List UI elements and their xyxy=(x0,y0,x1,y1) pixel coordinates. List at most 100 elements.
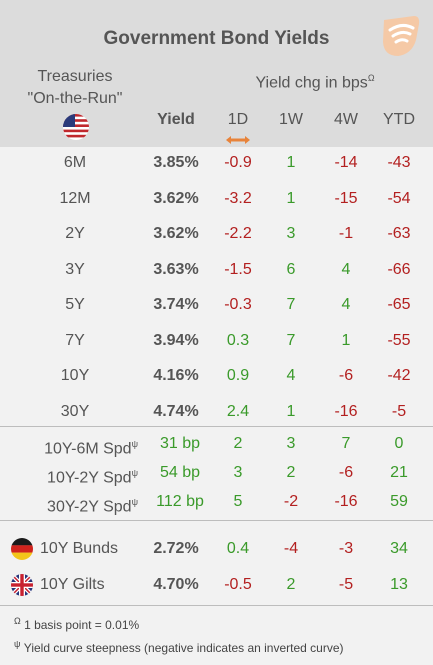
spread-value: 112 bp xyxy=(156,493,204,510)
spread-row: 10Y-6M Spdψ 31 bp 2 3 7 0 xyxy=(0,427,433,461)
yield-value: 3.63% xyxy=(153,260,199,278)
yield-change-text: Yield chg in bps xyxy=(255,74,368,92)
yield-value: 4.16% xyxy=(153,367,199,384)
change-1w: 6 xyxy=(286,260,296,278)
tenor-label: 7Y xyxy=(65,331,85,349)
spread-label-text: 30Y-2Y Spd xyxy=(47,498,132,516)
yield-value: 4.74% xyxy=(153,402,199,420)
change-1d: 2 xyxy=(233,435,243,452)
col-1w: 1W xyxy=(279,111,303,128)
change-4w: -15 xyxy=(334,189,358,207)
divider xyxy=(0,520,433,521)
change-1w: -4 xyxy=(283,540,299,557)
change-1d: -0.9 xyxy=(224,154,252,171)
change-4w: 4 xyxy=(341,260,351,278)
change-1d: 5 xyxy=(233,493,243,510)
change-1d: -2.2 xyxy=(224,225,252,242)
change-1w: 1 xyxy=(286,402,296,420)
psi-footnote-mark: ψ xyxy=(14,639,21,649)
change-1w: -2 xyxy=(283,493,299,510)
change-4w: -6 xyxy=(338,367,354,384)
yield-value: 3.62% xyxy=(153,189,199,207)
change-ytd: -63 xyxy=(387,225,411,242)
international-row: 10Y Gilts 4.70% -0.5 2 -5 13 xyxy=(0,568,433,602)
divider xyxy=(0,426,433,427)
change-4w: -14 xyxy=(334,154,358,171)
change-4w: -3 xyxy=(338,540,354,557)
change-1w: 1 xyxy=(286,154,296,171)
table-row: 2Y 3.62% -2.2 3 -1 -63 xyxy=(0,217,433,251)
uk-flag-icon xyxy=(11,574,33,596)
yield-value: 3.94% xyxy=(153,331,199,349)
change-1d: 3 xyxy=(233,464,243,481)
change-4w: 1 xyxy=(341,331,351,349)
yield-value: 2.72% xyxy=(153,540,199,557)
tenor-label: 6M xyxy=(63,154,87,171)
psi-footnote-mark: ψ xyxy=(131,439,138,449)
change-1w: 2 xyxy=(286,464,296,481)
change-1d: 0.9 xyxy=(226,367,250,384)
change-1w: 3 xyxy=(286,225,296,242)
table-row: 6M 3.85% -0.9 1 -14 -43 xyxy=(0,146,433,180)
table-row: 12M 3.62% -3.2 1 -15 -54 xyxy=(0,182,433,216)
yield-value: 4.70% xyxy=(153,576,199,593)
yield-change-label: Yield chg in bpsΩ xyxy=(240,67,390,94)
change-4w: -5 xyxy=(338,576,354,593)
yield-value: 3.74% xyxy=(153,296,199,313)
yield-value: 3.85% xyxy=(153,154,199,171)
treasuries-line-2: "On-the-Run" xyxy=(27,90,123,107)
omega-footnote-mark: Ω xyxy=(14,616,21,626)
table-row: 3Y 3.63% -1.5 6 4 -66 xyxy=(0,253,433,287)
table-row: 30Y 4.74% 2.4 1 -16 -5 xyxy=(0,395,433,429)
change-ytd: 59 xyxy=(390,493,408,510)
col-ytd: YTD xyxy=(383,111,415,128)
footnote-text: Yield curve steepness (negative indicate… xyxy=(23,641,344,655)
spread-label-text: 10Y-2Y Spd xyxy=(47,469,132,487)
change-ytd: -55 xyxy=(387,331,411,349)
change-ytd: -66 xyxy=(387,260,411,278)
spread-row: 10Y-2Y Spdψ 54 bp 3 2 -6 21 xyxy=(0,456,433,490)
change-1w: 3 xyxy=(286,435,296,452)
col-1d: 1D xyxy=(227,111,249,128)
treasuries-line-1: Treasuries xyxy=(37,68,113,85)
tenor-label: 5Y xyxy=(65,296,85,313)
tenor-label: 12M xyxy=(59,189,91,207)
change-1w: 2 xyxy=(286,576,296,593)
tenor-label: 30Y xyxy=(60,402,90,420)
change-ytd: -43 xyxy=(387,154,411,171)
change-ytd: -54 xyxy=(387,189,411,207)
treasuries-label: Treasuries "On-the-Run" xyxy=(5,66,145,110)
change-ytd: 0 xyxy=(394,435,404,452)
change-4w: 7 xyxy=(341,435,351,452)
spread-label: 10Y-2Y Spdψ xyxy=(0,456,150,495)
change-1w: 7 xyxy=(286,296,296,313)
psi-footnote-mark: ψ xyxy=(131,468,138,478)
change-4w: -1 xyxy=(338,225,354,242)
divider xyxy=(0,605,433,606)
change-1d: -1.5 xyxy=(224,260,252,278)
change-4w: -16 xyxy=(334,402,358,420)
change-ytd: -42 xyxy=(387,367,411,384)
change-4w: -6 xyxy=(338,464,354,481)
change-ytd: 13 xyxy=(390,576,408,593)
change-1d: -3.2 xyxy=(224,189,252,207)
change-ytd: -5 xyxy=(391,402,407,420)
international-row: 10Y Bunds 2.72% 0.4 -4 -3 34 xyxy=(0,532,433,566)
tenor-label: 2Y xyxy=(65,225,85,242)
change-1d: 0.3 xyxy=(226,331,250,349)
change-1w: 1 xyxy=(286,189,296,207)
col-yield: Yield xyxy=(157,111,195,128)
table-row: 10Y 4.16% 0.9 4 -6 -42 xyxy=(0,359,433,393)
double-arrow-icon xyxy=(225,131,251,144)
spread-value: 31 bp xyxy=(159,435,201,452)
tenor-label: 10Y xyxy=(60,367,90,384)
change-4w: 4 xyxy=(341,296,351,313)
page-title: Government Bond Yields xyxy=(103,28,330,49)
table-row: 7Y 3.94% 0.3 7 1 -55 xyxy=(0,324,433,358)
spread-row: 30Y-2Y Spdψ 112 bp 5 -2 -16 59 xyxy=(0,485,433,519)
change-ytd: -65 xyxy=(387,296,411,313)
spread-value: 54 bp xyxy=(159,464,201,481)
footnote-steepness: ψ Yield curve steepness (negative indica… xyxy=(14,639,344,655)
change-1w: 7 xyxy=(286,331,296,349)
